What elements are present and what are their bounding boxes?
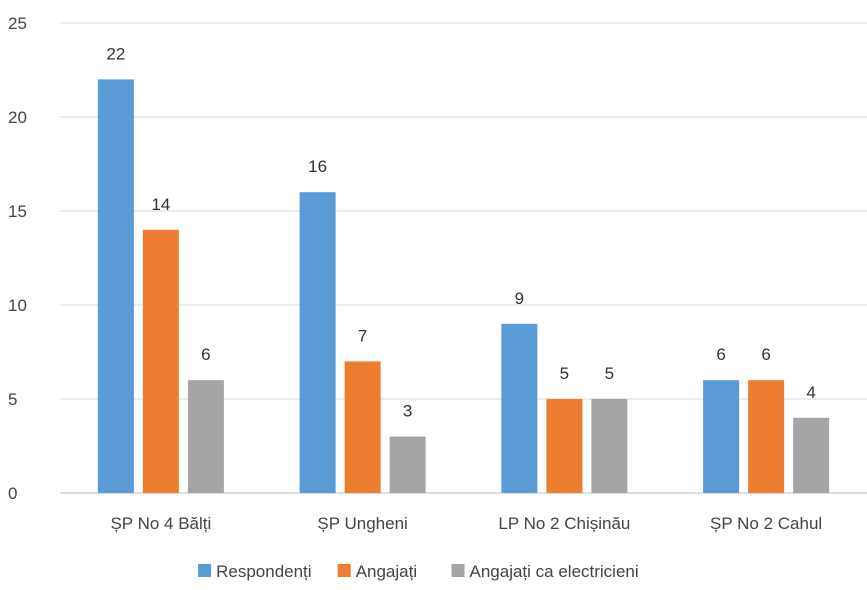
bar-responden-i-0 bbox=[97, 79, 134, 494]
data-label: 22 bbox=[106, 44, 125, 63]
data-label: 5 bbox=[605, 364, 614, 383]
x-tick-label: ȘP No 2 Cahul bbox=[710, 514, 822, 533]
y-tick-label: 15 bbox=[8, 202, 27, 221]
data-label: 9 bbox=[515, 289, 524, 308]
bars bbox=[97, 79, 830, 494]
bar-responden-i-3 bbox=[703, 380, 740, 493]
data-label: 6 bbox=[716, 345, 725, 364]
bar-angaja-i-ca-electricieni-2 bbox=[591, 399, 628, 493]
bar-responden-i-1 bbox=[299, 192, 336, 493]
bar-angaja-i-3 bbox=[748, 380, 785, 493]
bar-angaja-i-ca-electricieni-1 bbox=[389, 436, 426, 493]
y-tick-label: 5 bbox=[8, 390, 17, 409]
legend-item-1: Angajați bbox=[337, 562, 417, 581]
legend-swatch bbox=[451, 564, 465, 577]
data-label: 6 bbox=[201, 345, 210, 364]
data-label: 3 bbox=[403, 402, 412, 421]
x-axis-ticks: ȘP No 4 Bălți ȘP Ungheni LP No 2 Chișinău Ș… bbox=[110, 514, 822, 533]
legend-label: Respondenți bbox=[216, 562, 311, 581]
legend-label: Angajați ca electricieni bbox=[470, 562, 639, 581]
x-tick-label: ȘP Ungheni bbox=[317, 514, 407, 533]
bar-angaja-i-ca-electricieni-0 bbox=[187, 380, 224, 493]
legend-swatch bbox=[198, 564, 212, 577]
data-labels: 22 14 6 16 7 3 9 5 5 6 6 4 bbox=[106, 44, 815, 420]
bar-responden-i-2 bbox=[501, 323, 538, 493]
y-tick-label: 10 bbox=[8, 296, 27, 315]
legend-item-2: Angajați ca electricieni bbox=[451, 562, 639, 581]
data-label: 4 bbox=[806, 383, 815, 402]
bar-angaja-i-1 bbox=[344, 361, 381, 493]
y-tick-label: 25 bbox=[8, 14, 27, 33]
legend-label: Angajați bbox=[356, 562, 417, 581]
data-label: 16 bbox=[308, 157, 327, 176]
bar-angaja-i-2 bbox=[546, 399, 583, 493]
data-label: 6 bbox=[761, 345, 770, 364]
bar-angaja-i-ca-electricieni-3 bbox=[793, 417, 830, 493]
data-label: 14 bbox=[151, 195, 170, 214]
bar-angaja-i-0 bbox=[142, 229, 179, 494]
y-tick-label: 0 bbox=[8, 484, 17, 503]
y-axis-ticks: 0 5 10 15 20 25 bbox=[8, 14, 27, 503]
legend-item-0: Respondenți bbox=[198, 562, 312, 581]
legend-swatch bbox=[337, 564, 351, 577]
x-tick-label: LP No 2 Chișinău bbox=[498, 514, 630, 533]
y-tick-label: 20 bbox=[8, 108, 27, 127]
legend: Respondenți Angajați Angajați ca electrici… bbox=[198, 562, 639, 581]
data-label: 7 bbox=[358, 326, 367, 345]
gridlines bbox=[60, 22, 867, 494]
x-tick-label: ȘP No 4 Bălți bbox=[110, 514, 211, 533]
data-label: 5 bbox=[560, 364, 569, 383]
